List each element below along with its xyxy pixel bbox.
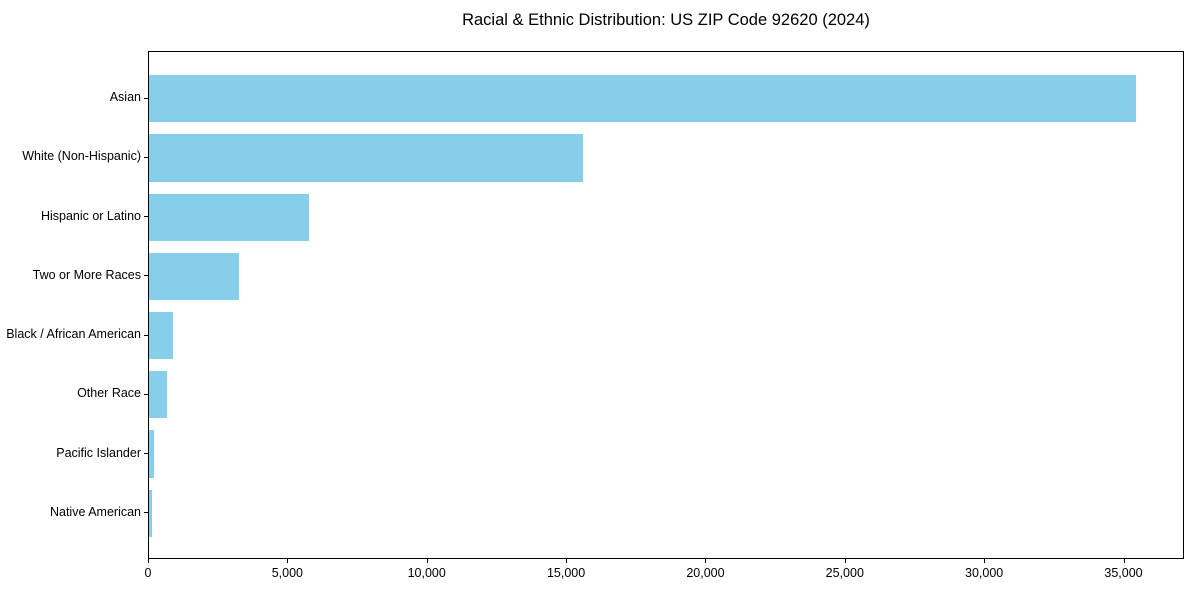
y-tick — [144, 156, 148, 158]
x-tick-label: 35,000 — [1104, 566, 1143, 580]
x-tick — [566, 559, 568, 563]
bar — [149, 252, 239, 301]
x-tick-label: 15,000 — [546, 566, 586, 580]
chart-title: Racial & Ethnic Distribution: US ZIP Cod… — [462, 11, 870, 29]
bar — [149, 371, 167, 419]
plot-area — [148, 51, 1184, 559]
x-tick — [287, 559, 289, 563]
y-tick — [144, 512, 148, 514]
y-axis-label: Black / African American — [6, 327, 141, 342]
y-tick — [144, 334, 148, 336]
y-tick — [144, 393, 148, 395]
y-tick — [144, 275, 148, 277]
x-tick-label: 5,000 — [271, 566, 303, 580]
y-axis-label: Hispanic or Latino — [40, 208, 141, 223]
x-tick-label: 20,000 — [686, 566, 725, 580]
bar — [149, 75, 1136, 123]
y-axis-label: Other Race — [77, 386, 141, 401]
x-tick-label: 10,000 — [407, 566, 446, 580]
x-tick-label: 25,000 — [825, 566, 864, 580]
x-tick — [705, 559, 707, 563]
x-tick — [426, 559, 428, 563]
y-axis-label: Two or More Races — [32, 267, 141, 282]
y-axis-label: White (Non-Hispanic) — [22, 149, 141, 164]
y-tick — [144, 216, 148, 218]
y-axis-label: Pacific Islander — [56, 445, 141, 460]
x-tick-label: 0 — [144, 566, 152, 580]
x-tick-label: 30,000 — [965, 566, 1004, 580]
bar — [149, 489, 152, 537]
y-tick — [144, 97, 148, 99]
y-axis-label: Asian — [109, 90, 141, 105]
x-tick — [1123, 559, 1125, 563]
x-tick — [844, 559, 846, 563]
bar — [149, 193, 309, 241]
bar — [149, 311, 173, 360]
bar — [149, 430, 155, 478]
x-tick — [984, 559, 986, 563]
y-tick — [144, 453, 148, 455]
y-axis-label: Native American — [49, 504, 141, 519]
bar — [149, 134, 584, 182]
x-tick — [148, 559, 149, 563]
